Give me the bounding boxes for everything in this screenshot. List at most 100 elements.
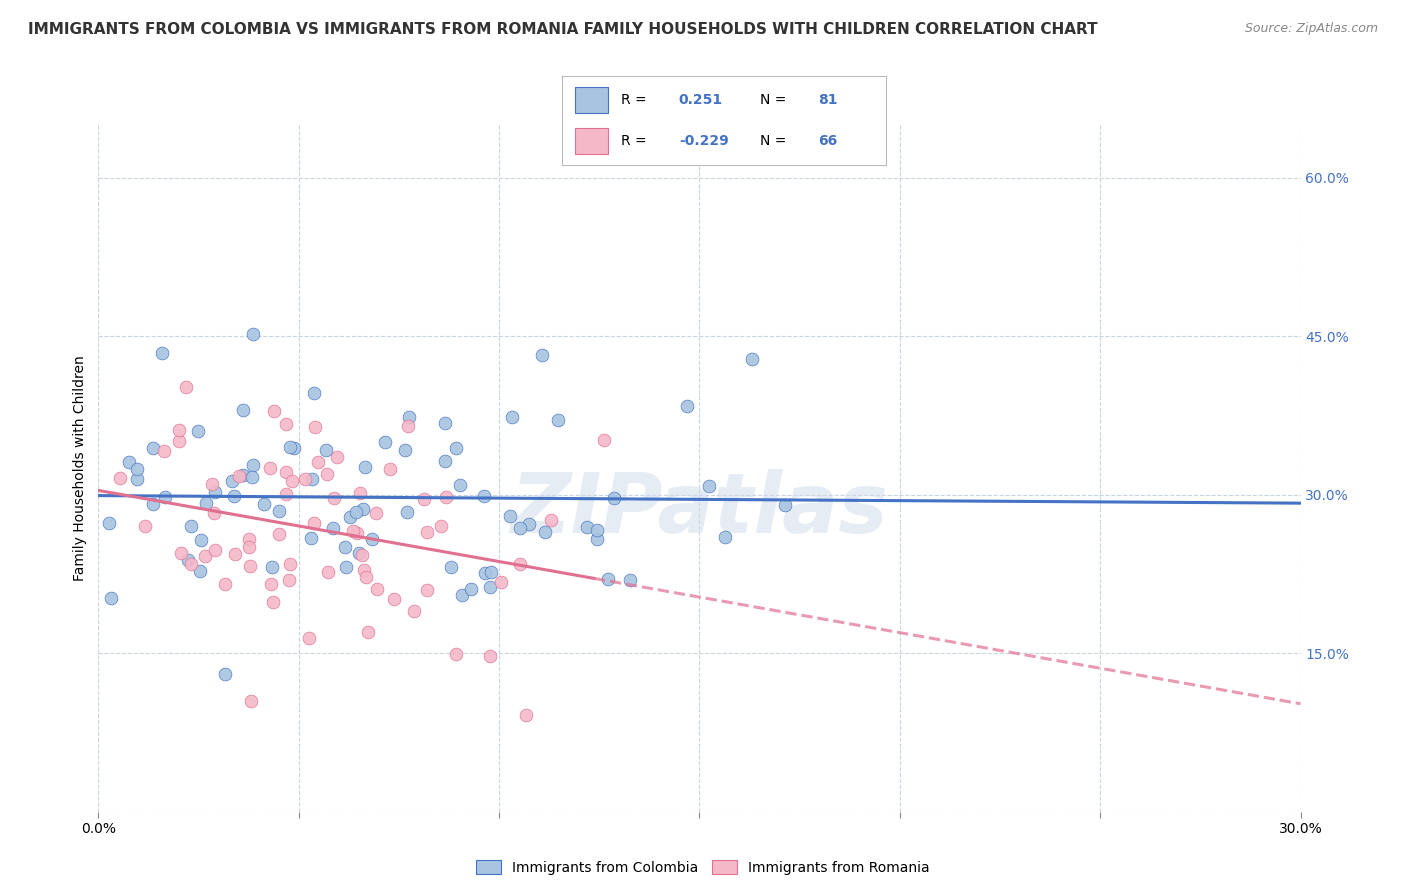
Point [304,420,326,434]
Point [354,460,377,475]
Point [301,472,323,486]
Point [214,666,236,681]
Point [262,595,284,609]
Point [278,557,301,571]
Point [416,582,439,597]
Point [354,570,377,584]
Point [396,419,419,434]
Point [585,533,607,547]
Point [283,441,305,455]
Point [413,492,436,507]
Point [267,504,290,518]
Point [596,572,619,586]
Point [676,399,699,413]
Point [97,516,120,531]
Point [242,327,264,342]
Point [333,540,356,554]
Point [353,563,375,577]
Point [277,573,299,587]
Point [294,472,316,486]
Point [302,386,325,401]
Point [153,444,176,458]
Point [479,648,502,663]
Point [593,434,616,448]
Point [472,489,495,503]
Point [188,564,211,578]
Point [214,577,236,591]
Point [349,486,371,500]
Text: R =: R = [620,93,651,107]
Point [434,453,457,467]
Point [262,559,284,574]
Point [190,533,212,547]
Point [167,434,190,448]
Point [316,566,339,580]
Text: ZIPatlas: ZIPatlas [510,469,889,550]
Point [323,491,346,506]
Point [378,462,401,476]
Text: IMMIGRANTS FROM COLOMBIA VS IMMIGRANTS FROM ROMANIA FAMILY HOUSEHOLDS WITH CHILD: IMMIGRANTS FROM COLOMBIA VS IMMIGRANTS F… [28,22,1098,37]
Point [142,497,165,511]
Point [619,574,641,588]
Legend: Immigrants from Colombia, Immigrants from Romania: Immigrants from Colombia, Immigrants fro… [471,855,935,880]
Point [346,526,368,541]
Point [434,490,457,504]
Point [180,519,202,533]
FancyBboxPatch shape [575,87,607,113]
Point [125,462,148,476]
Text: -0.229: -0.229 [679,134,728,148]
Point [281,474,304,488]
Point [540,513,562,527]
Point [274,417,297,432]
Point [444,647,467,661]
Point [449,478,471,492]
Point [451,588,474,602]
Point [153,491,176,505]
Point [352,548,374,562]
Point [274,487,297,501]
Point [174,379,197,393]
Point [117,455,139,469]
Point [339,509,361,524]
Point [361,532,384,546]
Point [194,549,217,563]
Point [357,625,380,640]
Text: N =: N = [759,134,790,148]
Point [394,442,416,457]
Point [322,521,344,535]
Point [533,524,555,539]
Point [501,409,523,424]
Point [603,491,626,506]
Point [586,523,609,537]
Text: N =: N = [759,93,790,107]
Point [342,524,364,538]
Point [398,410,420,425]
Point [195,496,218,510]
Point [167,423,190,437]
Point [479,565,502,579]
Point [202,506,225,520]
Point [260,577,283,591]
Point [741,351,763,366]
Point [346,505,368,519]
Point [515,708,537,723]
Point [434,416,457,430]
Point [150,346,173,360]
Point [228,468,250,483]
Text: 0.251: 0.251 [679,93,723,107]
Point [180,557,202,571]
Point [232,468,254,483]
Point [240,694,263,708]
Point [304,516,326,530]
Point [224,547,246,561]
Point [430,519,453,533]
Point [315,467,337,481]
Point [134,519,156,533]
Point [478,580,501,594]
Text: R =: R = [620,134,651,148]
Point [170,546,193,560]
Point [499,508,522,523]
Point [460,582,482,596]
Point [177,552,200,566]
Point [204,543,226,558]
